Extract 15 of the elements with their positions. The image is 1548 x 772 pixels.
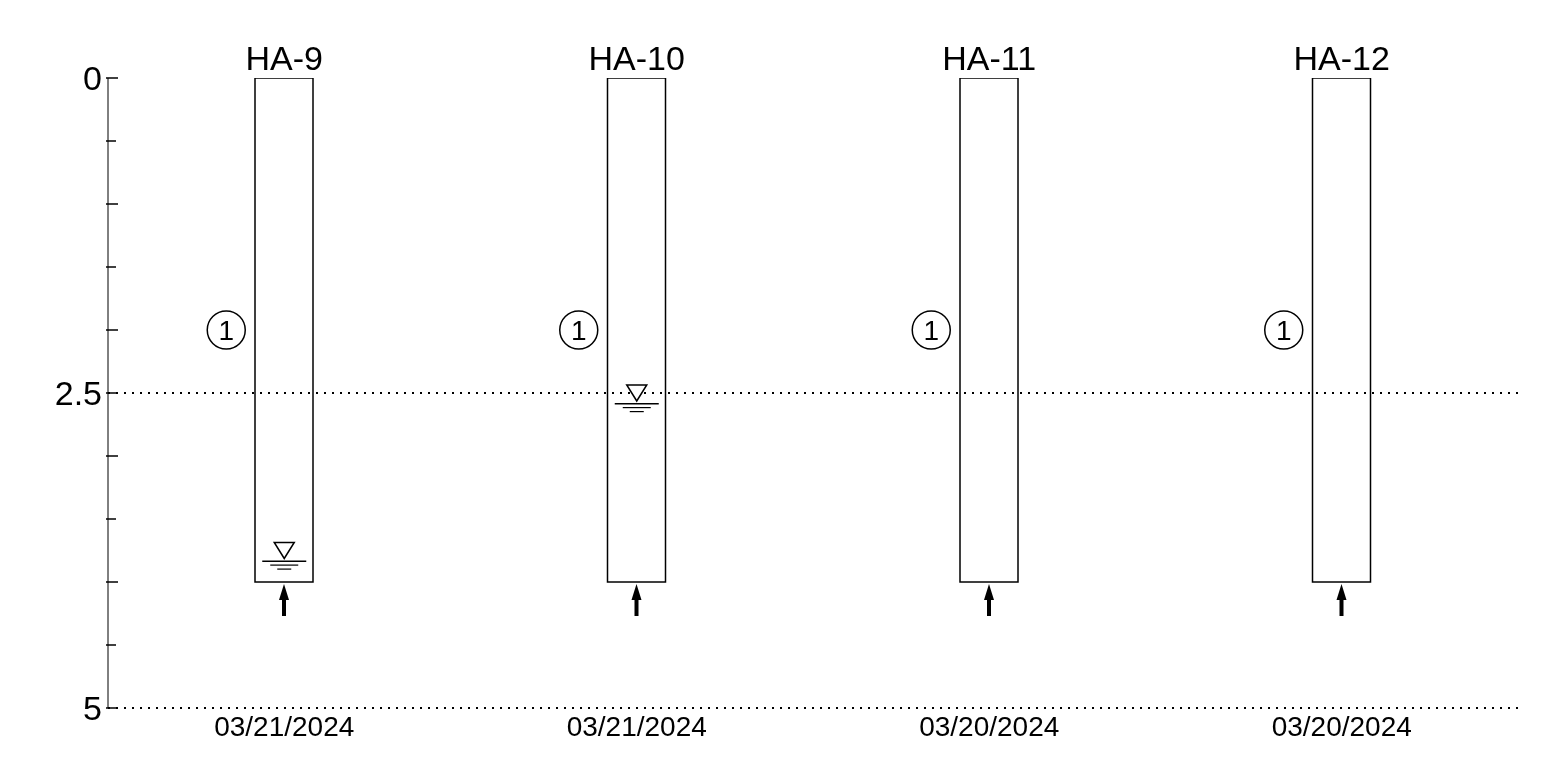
text: 03/20/2024 <box>1271 710 1412 742</box>
annotation: 1 <box>1275 315 1292 346</box>
text: 03/20/2024 <box>919 710 1060 742</box>
y-tick-label: 5 <box>83 688 102 727</box>
x-tick-label: HA-9 <box>245 39 323 77</box>
x-tick-label: HA-11 <box>942 39 1037 77</box>
annotation: 1 <box>218 315 235 346</box>
y-tick-label: 2.5 <box>54 373 102 412</box>
x-tick-label: HA-12 <box>1293 39 1390 77</box>
text: 03/21/2024 <box>214 710 355 742</box>
x-tick-label: HA-10 <box>588 39 685 77</box>
text: 03/21/2024 <box>566 710 707 742</box>
annotation: 1 <box>570 315 587 346</box>
annotation: 1 <box>923 315 940 346</box>
y-tick-label: 0 <box>83 58 102 97</box>
